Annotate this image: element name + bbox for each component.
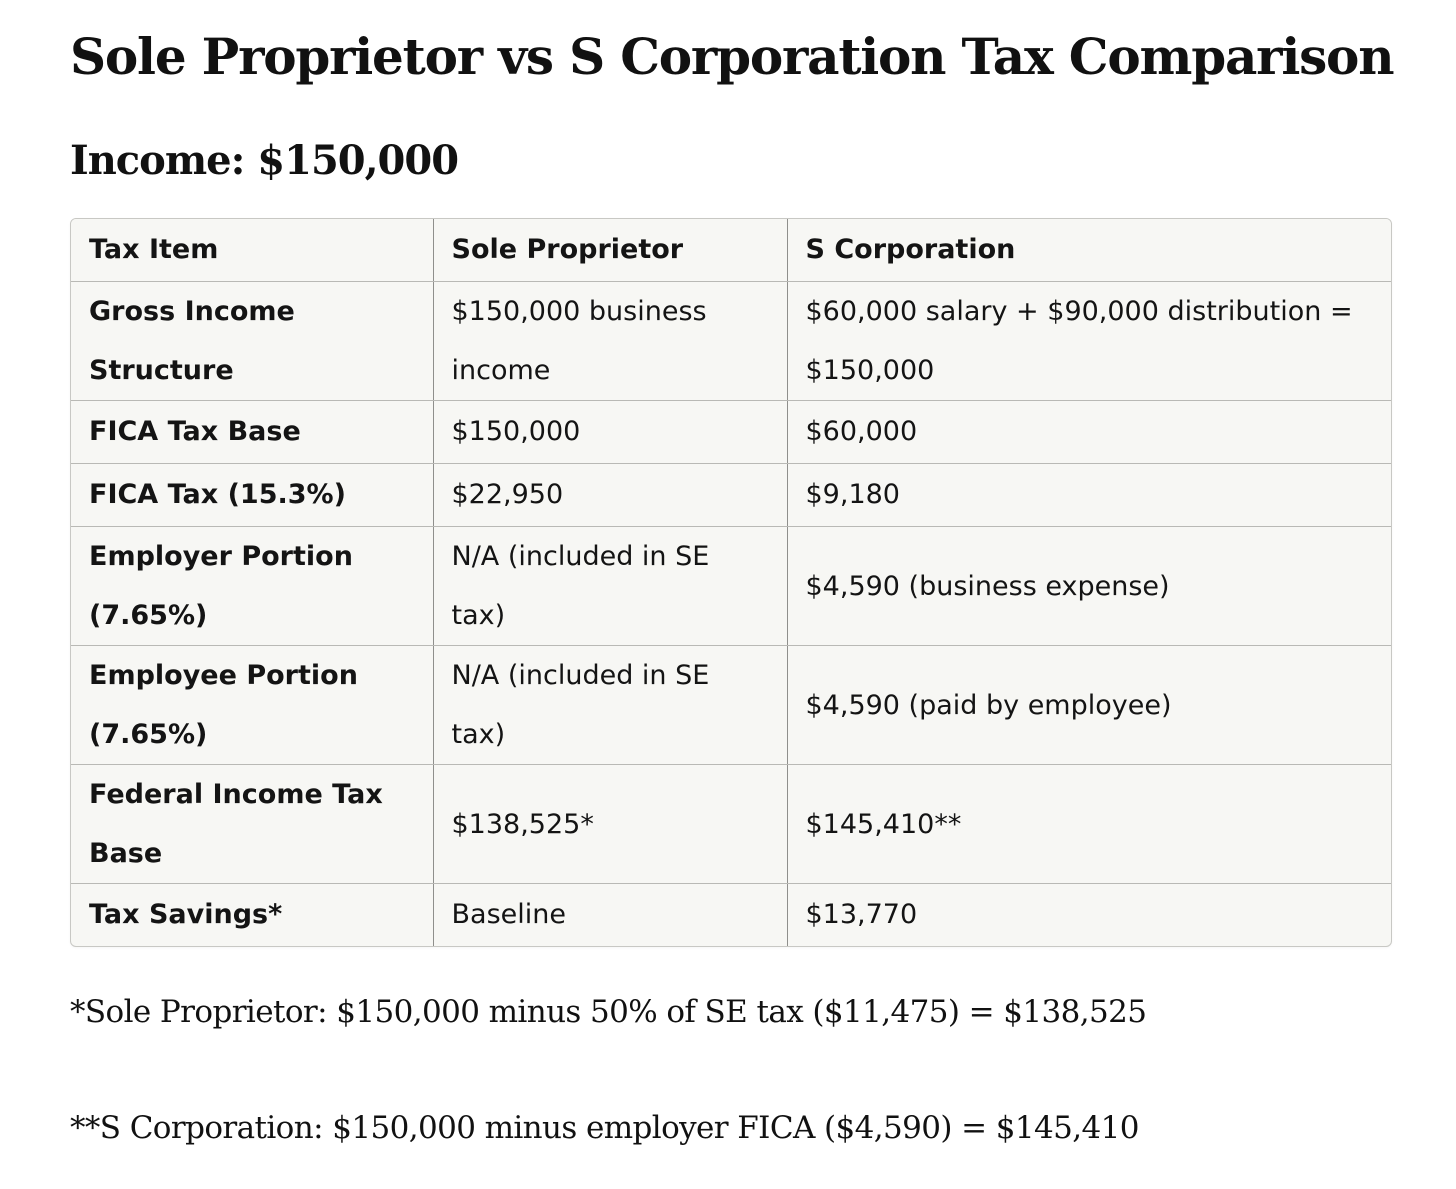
table-row: Tax Savings* Baseline $13,770 bbox=[71, 883, 1391, 946]
s-corporation-cell: $145,410** bbox=[787, 764, 1391, 884]
header-sole-proprietor: Sole Proprietor bbox=[433, 219, 788, 282]
table-row: Federal Income Tax Base $138,525* $145,4… bbox=[71, 764, 1391, 884]
sole-proprietor-cell: $150,000 business income bbox=[433, 281, 788, 401]
header-s-corporation: S Corporation bbox=[787, 219, 1391, 282]
table-row: Employee Portion (7.65%) N/A (included i… bbox=[71, 645, 1391, 765]
footnote-s-corporation: **S Corporation: $150,000 minus employer… bbox=[70, 1110, 1139, 1146]
comparison-table: Tax Item Sole Proprietor S Corporation G… bbox=[70, 218, 1392, 947]
table-row: FICA Tax (15.3%) $22,950 $9,180 bbox=[71, 463, 1391, 527]
s-corporation-cell: $4,590 (business expense) bbox=[787, 526, 1391, 646]
s-corporation-cell: $13,770 bbox=[805, 899, 918, 930]
row-label: Gross Income Structure bbox=[71, 281, 434, 401]
row-label: Tax Savings* bbox=[71, 883, 434, 946]
table-row: Gross Income Structure $150,000 business… bbox=[71, 281, 1391, 401]
row-label: Employer Portion (7.65%) bbox=[71, 526, 434, 646]
header-tax-item: Tax Item bbox=[71, 219, 434, 282]
sole-proprietor-cell: $138,525* bbox=[433, 764, 788, 884]
sole-proprietor-cell: N/A (included in SE tax) bbox=[433, 526, 788, 646]
page-title: Sole Proprietor vs S Corporation Tax Com… bbox=[70, 27, 1395, 86]
sole-proprietor-cell: $22,950 bbox=[433, 463, 788, 527]
income-heading: Income: $150,000 bbox=[70, 137, 459, 184]
row-label: FICA Tax (15.3%) bbox=[71, 463, 434, 527]
s-corporation-cell: $60,000 salary + $90,000 distribution = … bbox=[787, 281, 1391, 401]
sole-proprietor-cell: $150,000 bbox=[433, 400, 788, 464]
row-label: Employee Portion (7.65%) bbox=[71, 645, 434, 765]
table-header-row: Tax Item Sole Proprietor S Corporation bbox=[71, 219, 1391, 282]
row-label: Federal Income Tax Base bbox=[71, 764, 434, 884]
footnote-sole-proprietor: *Sole Proprietor: $150,000 minus 50% of … bbox=[70, 994, 1147, 1030]
s-corporation-cell: $4,590 (paid by employee) bbox=[787, 645, 1391, 765]
sole-proprietor-cell: N/A (included in SE tax) bbox=[433, 645, 788, 765]
s-corporation-cell: $60,000 bbox=[787, 400, 1391, 464]
table-row: FICA Tax Base $150,000 $60,000 bbox=[71, 400, 1391, 464]
sole-proprietor-cell: Baseline bbox=[433, 883, 788, 946]
s-corporation-cell: $9,180 bbox=[787, 463, 1391, 527]
row-label: FICA Tax Base bbox=[71, 400, 434, 464]
table-row: Employer Portion (7.65%) N/A (included i… bbox=[71, 526, 1391, 646]
